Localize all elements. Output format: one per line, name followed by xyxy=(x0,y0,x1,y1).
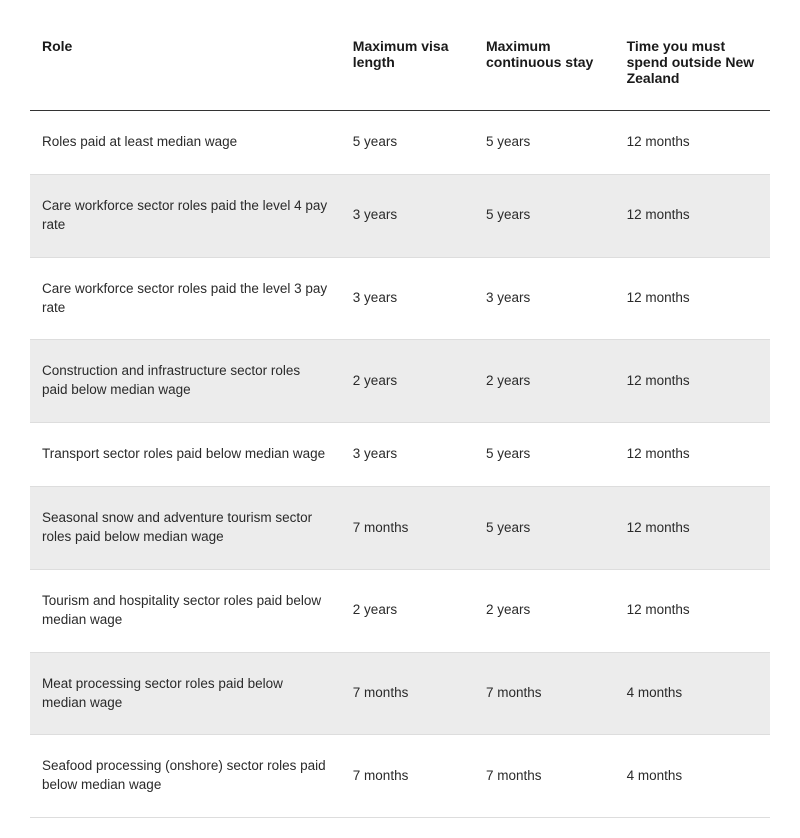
cell-visa: 7 months xyxy=(341,735,474,818)
cell-role: Construction and infrastructure sector r… xyxy=(30,340,341,423)
cell-stay: 7 months xyxy=(474,735,615,818)
table-row: Construction and infrastructure sector r… xyxy=(30,340,770,423)
cell-stay: 3 years xyxy=(474,257,615,340)
cell-time: 12 months xyxy=(615,423,770,487)
cell-visa: 7 months xyxy=(341,652,474,735)
col-header-visa: Maximum visa length xyxy=(341,20,474,111)
cell-time: 12 months xyxy=(615,569,770,652)
table-row: Tourism and hospitality sector roles pai… xyxy=(30,569,770,652)
cell-stay: 5 years xyxy=(474,174,615,257)
cell-time: 12 months xyxy=(615,111,770,175)
col-header-stay: Maximum continuous stay xyxy=(474,20,615,111)
cell-role: Meat processing sector roles paid below … xyxy=(30,652,341,735)
cell-role: Care workforce sector roles paid the lev… xyxy=(30,257,341,340)
cell-time: 12 months xyxy=(615,174,770,257)
cell-visa: 7 months xyxy=(341,487,474,570)
col-header-role: Role xyxy=(30,20,341,111)
cell-time: 12 months xyxy=(615,487,770,570)
cell-stay: 2 years xyxy=(474,569,615,652)
cell-role: Roles paid at least median wage xyxy=(30,111,341,175)
cell-visa: 2 years xyxy=(341,569,474,652)
cell-time: 4 months xyxy=(615,735,770,818)
cell-stay: 7 months xyxy=(474,652,615,735)
cell-role: Care workforce sector roles paid the lev… xyxy=(30,174,341,257)
table-row: Transport sector roles paid below median… xyxy=(30,423,770,487)
cell-visa: 3 years xyxy=(341,423,474,487)
table-row: Meat processing sector roles paid below … xyxy=(30,652,770,735)
table-row: Seasonal snow and adventure tourism sect… xyxy=(30,487,770,570)
table-row: Seafood processing (onshore) sector role… xyxy=(30,735,770,818)
visa-roles-table: Role Maximum visa length Maximum continu… xyxy=(30,20,770,818)
cell-role: Seafood processing (onshore) sector role… xyxy=(30,735,341,818)
cell-time: 12 months xyxy=(615,257,770,340)
cell-time: 4 months xyxy=(615,652,770,735)
table-header-row: Role Maximum visa length Maximum continu… xyxy=(30,20,770,111)
cell-visa: 2 years xyxy=(341,340,474,423)
cell-stay: 5 years xyxy=(474,487,615,570)
table-row: Roles paid at least median wage 5 years … xyxy=(30,111,770,175)
cell-visa: 3 years xyxy=(341,257,474,340)
cell-role: Transport sector roles paid below median… xyxy=(30,423,341,487)
cell-visa: 5 years xyxy=(341,111,474,175)
cell-stay: 5 years xyxy=(474,423,615,487)
cell-stay: 5 years xyxy=(474,111,615,175)
cell-role: Tourism and hospitality sector roles pai… xyxy=(30,569,341,652)
table-row: Care workforce sector roles paid the lev… xyxy=(30,174,770,257)
table-row: Care workforce sector roles paid the lev… xyxy=(30,257,770,340)
cell-role: Seasonal snow and adventure tourism sect… xyxy=(30,487,341,570)
col-header-time: Time you must spend outside New Zealand xyxy=(615,20,770,111)
cell-stay: 2 years xyxy=(474,340,615,423)
cell-visa: 3 years xyxy=(341,174,474,257)
cell-time: 12 months xyxy=(615,340,770,423)
